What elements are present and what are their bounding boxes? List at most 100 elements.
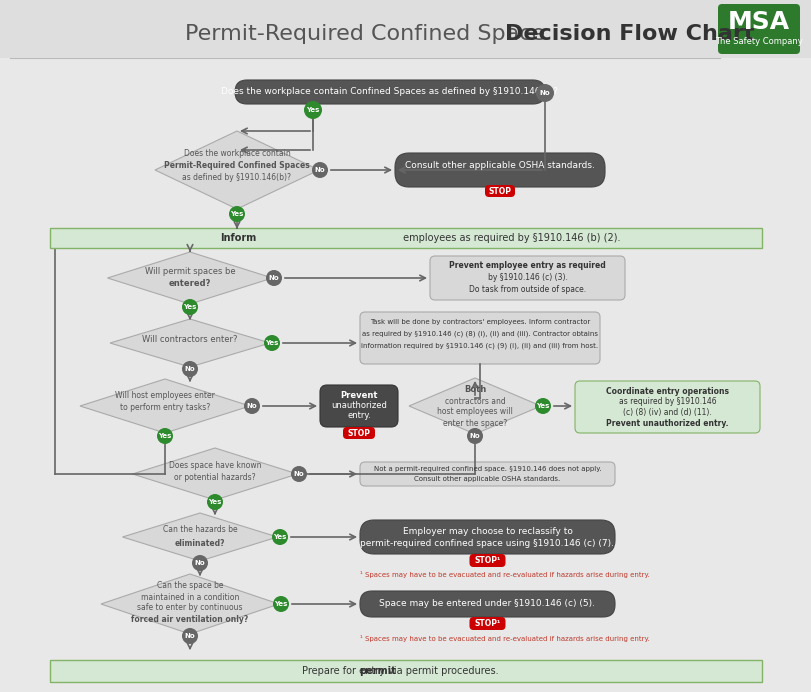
Text: Yes: Yes <box>230 211 243 217</box>
Text: Consult other applicable OSHA standards.: Consult other applicable OSHA standards. <box>414 476 560 482</box>
FancyBboxPatch shape <box>469 617 505 630</box>
Text: permit: permit <box>359 666 396 676</box>
Text: maintained in a condition: maintained in a condition <box>140 592 239 601</box>
Text: Consult other applicable OSHA standards.: Consult other applicable OSHA standards. <box>405 161 594 170</box>
Text: Permit-Required Confined Space: Permit-Required Confined Space <box>185 24 551 44</box>
Text: Prevent employee entry as required: Prevent employee entry as required <box>448 262 605 271</box>
Circle shape <box>264 335 280 351</box>
Text: Both: Both <box>463 385 486 394</box>
Text: Will contractors enter?: Will contractors enter? <box>142 334 238 343</box>
FancyBboxPatch shape <box>574 381 759 433</box>
FancyBboxPatch shape <box>469 554 505 567</box>
Text: as defined by §1910.146(b)?: as defined by §1910.146(b)? <box>182 174 291 183</box>
Polygon shape <box>101 574 279 634</box>
Text: ¹ Spaces may have to be evacuated and re-evaluated if hazards arise during entry: ¹ Spaces may have to be evacuated and re… <box>359 570 649 578</box>
Text: employees as required by §1910.146 (b) (2).: employees as required by §1910.146 (b) (… <box>400 233 620 243</box>
Text: STOP: STOP <box>488 187 511 196</box>
Circle shape <box>535 84 553 102</box>
Text: eliminated?: eliminated? <box>174 540 225 549</box>
Circle shape <box>182 361 198 377</box>
Text: Coordinate entry operations: Coordinate entry operations <box>605 387 728 396</box>
Text: Yes: Yes <box>535 403 549 409</box>
Text: Does the workplace contain: Does the workplace contain <box>183 149 290 158</box>
Text: Not a permit-required confined space. §1910.146 does not apply.: Not a permit-required confined space. §1… <box>373 466 601 472</box>
Text: Prevent unauthorized entry.: Prevent unauthorized entry. <box>606 419 727 428</box>
FancyBboxPatch shape <box>394 153 604 187</box>
Text: No: No <box>469 433 480 439</box>
Text: STOP¹: STOP¹ <box>474 619 500 628</box>
Circle shape <box>229 206 245 222</box>
Text: No: No <box>195 560 205 566</box>
Text: The Safety Company: The Safety Company <box>714 37 802 46</box>
FancyBboxPatch shape <box>484 185 514 197</box>
Text: No: No <box>268 275 279 281</box>
Circle shape <box>303 101 322 119</box>
Polygon shape <box>155 131 319 209</box>
Text: Yes: Yes <box>265 340 278 346</box>
Circle shape <box>157 428 173 444</box>
FancyBboxPatch shape <box>359 520 614 554</box>
Bar <box>0 0 811 58</box>
Text: No: No <box>184 633 195 639</box>
Text: Can the space be: Can the space be <box>157 581 223 590</box>
Text: No: No <box>315 167 325 173</box>
Text: safe to enter by continuous: safe to enter by continuous <box>137 603 242 612</box>
Polygon shape <box>107 252 272 304</box>
Text: information required by §1910.146 (c) (9) (i), (ii) and (iii) from host.: information required by §1910.146 (c) (9… <box>361 343 598 349</box>
Text: as required by §1910.146: as required by §1910.146 <box>618 397 715 406</box>
Polygon shape <box>80 379 250 433</box>
Text: host employees will: host employees will <box>436 408 513 417</box>
Polygon shape <box>122 513 277 561</box>
FancyBboxPatch shape <box>234 80 544 104</box>
Text: Will host employees enter: Will host employees enter <box>115 392 215 401</box>
Circle shape <box>290 466 307 482</box>
Text: Space may be entered under §1910.146 (c) (5).: Space may be entered under §1910.146 (c)… <box>379 599 594 608</box>
Text: (c) (8) (iv) and (d) (11).: (c) (8) (iv) and (d) (11). <box>622 408 711 417</box>
Text: Do task from outside of space.: Do task from outside of space. <box>469 286 586 295</box>
Text: permit-required confined space using §1910.146 (c) (7).: permit-required confined space using §19… <box>360 538 614 547</box>
Text: Employer may choose to reclassify to: Employer may choose to reclassify to <box>402 527 572 536</box>
Text: Prepare for entry via permit procedures.: Prepare for entry via permit procedures. <box>302 666 498 676</box>
Circle shape <box>272 596 289 612</box>
FancyBboxPatch shape <box>359 462 614 486</box>
FancyBboxPatch shape <box>717 4 799 54</box>
Text: entry.: entry. <box>346 412 371 421</box>
Polygon shape <box>132 448 297 500</box>
Bar <box>50 660 761 682</box>
Text: ¹ Spaces may have to be evacuated and re-evaluated if hazards arise during entry: ¹ Spaces may have to be evacuated and re… <box>359 635 649 642</box>
Text: MSA: MSA <box>727 10 789 34</box>
Text: or potential hazards?: or potential hazards? <box>174 473 255 482</box>
Text: unauthorized: unauthorized <box>331 401 387 410</box>
Text: Will permit spaces be: Will permit spaces be <box>144 268 235 277</box>
Circle shape <box>182 299 198 315</box>
Circle shape <box>266 270 281 286</box>
Circle shape <box>182 628 198 644</box>
Text: Can the hazards be: Can the hazards be <box>162 525 237 534</box>
Text: by §1910.146 (c) (3).: by §1910.146 (c) (3). <box>487 273 567 282</box>
Circle shape <box>311 162 328 178</box>
Text: Permit-Required Confined Spaces: Permit-Required Confined Spaces <box>164 161 310 170</box>
Text: STOP¹: STOP¹ <box>474 556 500 565</box>
Circle shape <box>534 398 551 414</box>
Text: Yes: Yes <box>158 433 171 439</box>
Text: as required by §1910.146 (c) (8) (i), (ii) and (iii). Contractor obtains: as required by §1910.146 (c) (8) (i), (i… <box>362 331 597 337</box>
Circle shape <box>272 529 288 545</box>
Text: Inform: Inform <box>220 233 255 243</box>
Text: Yes: Yes <box>306 107 320 113</box>
FancyBboxPatch shape <box>430 256 624 300</box>
FancyBboxPatch shape <box>342 427 375 439</box>
Circle shape <box>243 398 260 414</box>
Text: Prevent: Prevent <box>340 390 377 399</box>
FancyBboxPatch shape <box>359 312 599 364</box>
Bar <box>50 228 761 248</box>
Text: Does space have known: Does space have known <box>169 462 261 471</box>
Text: enter the space?: enter the space? <box>442 419 507 428</box>
Circle shape <box>207 494 223 510</box>
Text: Decision Flow Chart: Decision Flow Chart <box>504 24 753 44</box>
Text: Task will be done by contractors' employees. Inform contractor: Task will be done by contractors' employ… <box>370 319 590 325</box>
FancyBboxPatch shape <box>359 591 614 617</box>
Text: No: No <box>539 90 550 96</box>
Text: Yes: Yes <box>273 534 286 540</box>
Text: forced air ventilation only?: forced air ventilation only? <box>131 614 248 623</box>
Text: Yes: Yes <box>208 499 221 505</box>
